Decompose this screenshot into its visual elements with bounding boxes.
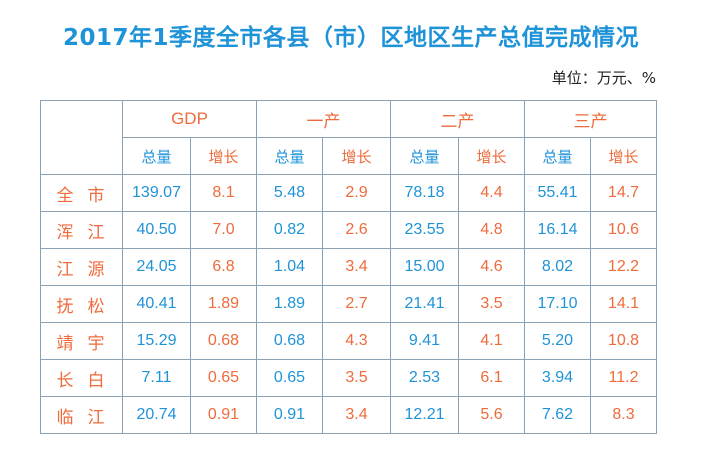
region-name: 全市 [40, 174, 123, 212]
growth-value: 14.1 [590, 285, 657, 323]
growth-value: 2.9 [322, 174, 391, 212]
total-value: 24.05 [122, 248, 191, 286]
growth-value: 6.1 [458, 359, 525, 397]
region-name: 抚松 [40, 285, 123, 323]
total-value: 15.00 [390, 248, 459, 286]
table-row: 江源 24.05 6.8 1.04 3.4 15.00 4.6 8.02 12.2 [40, 248, 657, 286]
gdp-table: GDP 一产 二产 三产 总量 增长 总量 增长 总量 增长 总量 增长 全市 1… [40, 100, 657, 434]
table-row: 抚松 40.41 1.89 1.89 2.7 21.41 3.5 17.10 14.1 [40, 285, 657, 323]
total-value: 139.07 [122, 174, 191, 212]
total-value: 23.55 [390, 211, 459, 249]
total-value: 55.41 [524, 174, 591, 212]
total-value: 78.18 [390, 174, 459, 212]
group-header-row: GDP 一产 二产 三产 [40, 100, 657, 175]
group-header-gdp: GDP [122, 100, 257, 138]
total-value: 15.29 [122, 322, 191, 360]
total-value: 0.91 [256, 396, 323, 434]
growth-value: 1.89 [190, 285, 257, 323]
sub-header-row: 总量 增长 总量 增长 总量 增长 总量 增长 [41, 137, 657, 175]
total-value: 9.41 [390, 322, 459, 360]
growth-value: 8.3 [590, 396, 657, 434]
growth-value: 6.8 [190, 248, 257, 286]
growth-value: 3.4 [322, 248, 391, 286]
growth-value: 4.4 [458, 174, 525, 212]
growth-value: 10.8 [590, 322, 657, 360]
region-name: 江源 [40, 248, 123, 286]
total-value: 1.89 [256, 285, 323, 323]
total-value: 12.21 [390, 396, 459, 434]
group-header-primary: 一产 [256, 100, 391, 138]
growth-value: 5.6 [458, 396, 525, 434]
sub-header-growth: 增长 [590, 137, 657, 175]
table-row: 长白 7.11 0.65 0.65 3.5 2.53 6.1 3.94 11.2 [40, 359, 657, 397]
page-title: 2017年1季度全市各县（市）区地区生产总值完成情况 [62, 25, 640, 51]
sub-header-growth: 增长 [190, 137, 257, 175]
total-value: 3.94 [524, 359, 591, 397]
total-value: 7.62 [524, 396, 591, 434]
table-row: 全市 139.07 8.1 5.48 2.9 78.18 4.4 55.41 14.7 [40, 174, 657, 212]
growth-value: 14.7 [590, 174, 657, 212]
growth-value: 0.65 [190, 359, 257, 397]
total-value: 16.14 [524, 211, 591, 249]
region-name: 靖宇 [40, 322, 123, 360]
growth-value: 2.6 [322, 211, 391, 249]
region-name: 浑江 [40, 211, 123, 249]
total-value: 17.10 [524, 285, 591, 323]
unit-label: 单位：万元、% [551, 69, 656, 87]
sub-header-total: 总量 [256, 137, 323, 175]
total-value: 21.41 [390, 285, 459, 323]
growth-value: 3.5 [458, 285, 525, 323]
table-row: 浑江 40.50 7.0 0.82 2.6 23.55 4.8 16.14 10.6 [40, 211, 657, 249]
sub-header-total: 总量 [122, 137, 191, 175]
growth-value: 7.0 [190, 211, 257, 249]
sub-header-growth: 增长 [458, 137, 525, 175]
growth-value: 11.2 [590, 359, 657, 397]
sub-header-total: 总量 [524, 137, 591, 175]
growth-value: 3.5 [322, 359, 391, 397]
group-header-secondary: 二产 [390, 100, 525, 138]
growth-value: 4.8 [458, 211, 525, 249]
total-value: 1.04 [256, 248, 323, 286]
total-value: 5.48 [256, 174, 323, 212]
region-name: 长白 [40, 359, 123, 397]
growth-value: 4.1 [458, 322, 525, 360]
total-value: 0.68 [256, 322, 323, 360]
sub-header-total: 总量 [390, 137, 459, 175]
growth-value: 8.1 [190, 174, 257, 212]
total-value: 5.20 [524, 322, 591, 360]
total-value: 8.02 [524, 248, 591, 286]
total-value: 7.11 [122, 359, 191, 397]
table-row: 临江 20.74 0.91 0.91 3.4 12.21 5.6 7.62 8.3 [40, 396, 657, 434]
growth-value: 0.68 [190, 322, 257, 360]
corner-cell [40, 100, 123, 175]
growth-value: 2.7 [322, 285, 391, 323]
total-value: 20.74 [122, 396, 191, 434]
region-name: 临江 [40, 396, 123, 434]
table-row: 靖宇 15.29 0.68 0.68 4.3 9.41 4.1 5.20 10.8 [40, 322, 657, 360]
total-value: 2.53 [390, 359, 459, 397]
growth-value: 4.6 [458, 248, 525, 286]
growth-value: 4.3 [322, 322, 391, 360]
total-value: 40.50 [122, 211, 191, 249]
total-value: 40.41 [122, 285, 191, 323]
total-value: 0.65 [256, 359, 323, 397]
growth-value: 10.6 [590, 211, 657, 249]
total-value: 0.82 [256, 211, 323, 249]
group-header-tertiary: 三产 [524, 100, 657, 138]
growth-value: 3.4 [322, 396, 391, 434]
growth-value: 12.2 [590, 248, 657, 286]
growth-value: 0.91 [190, 396, 257, 434]
sub-header-growth: 增长 [322, 137, 391, 175]
